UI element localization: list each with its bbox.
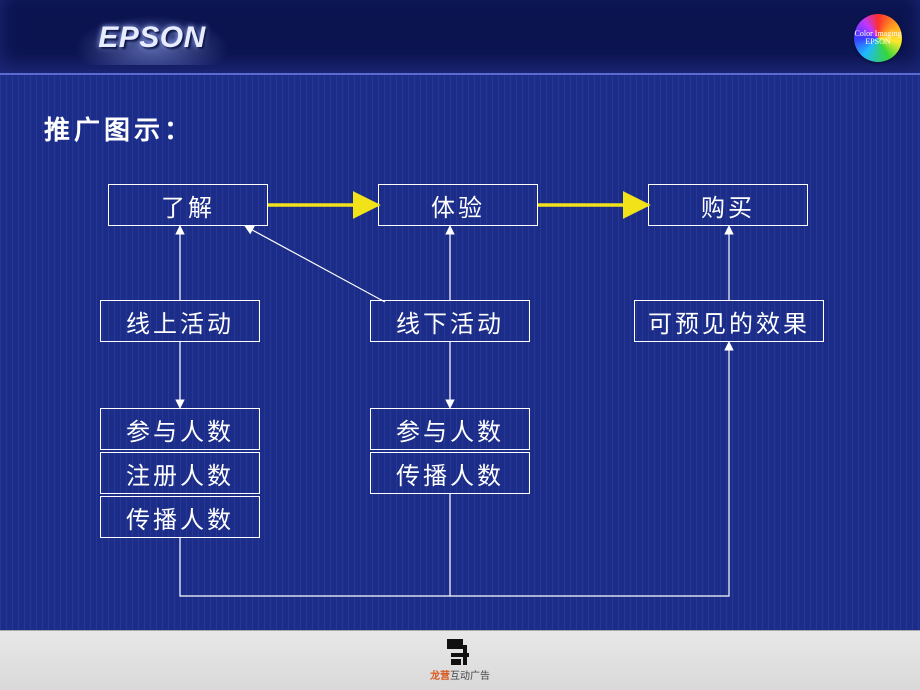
- node-offline-activity: 线下活动: [370, 300, 530, 342]
- epson-logo: EPSON: [62, 10, 242, 65]
- node-registered: 注册人数: [100, 452, 260, 494]
- node-spread-1: 传播人数: [100, 496, 260, 538]
- footer-logo-icon: [447, 639, 473, 665]
- node-foreseeable-effect: 可预见的效果: [634, 300, 824, 342]
- slide-background: [0, 0, 920, 690]
- slide-title: 推广图示：: [44, 110, 194, 147]
- slide-footer: 龙营互动广告: [0, 630, 920, 690]
- color-imaging-badge: Color Imaging EPSON: [854, 14, 902, 62]
- node-participants-1: 参与人数: [100, 408, 260, 450]
- footer-label: 龙营互动广告: [430, 667, 490, 682]
- node-participants-2: 参与人数: [370, 408, 530, 450]
- node-spread-2: 传播人数: [370, 452, 530, 494]
- node-understand: 了解: [108, 184, 268, 226]
- node-purchase: 购买: [648, 184, 808, 226]
- node-online-activity: 线上活动: [100, 300, 260, 342]
- footer-label-rest: 互动广告: [450, 671, 490, 682]
- footer-label-accent: 龙营: [430, 671, 450, 682]
- node-experience: 体验: [378, 184, 538, 226]
- header-bar: EPSON Color Imaging EPSON: [0, 0, 920, 75]
